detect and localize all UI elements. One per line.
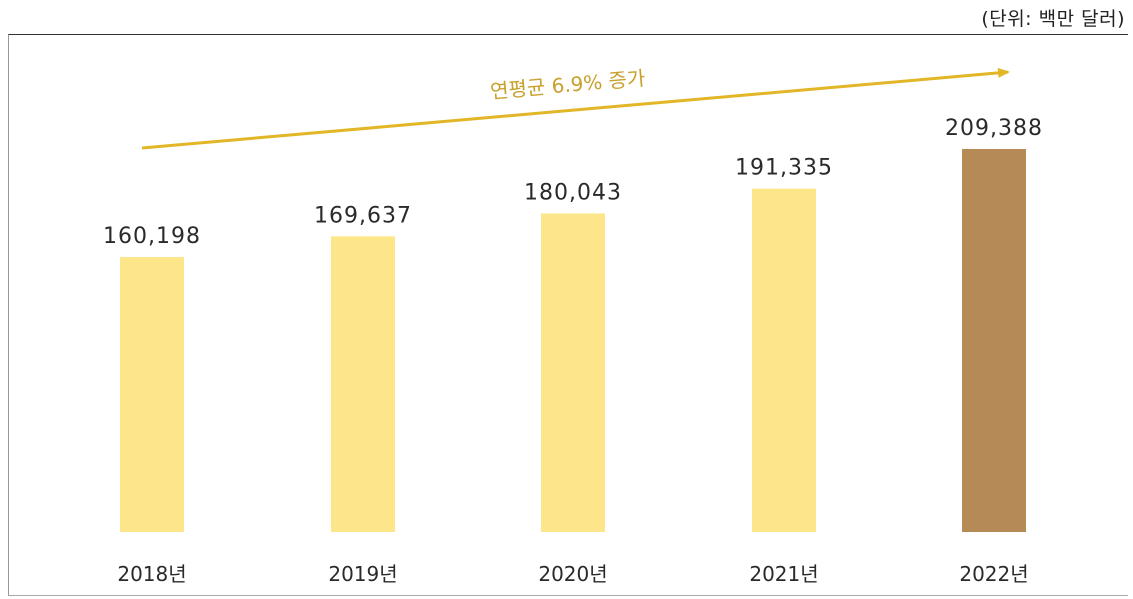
value-label-2: 180,043 (524, 180, 622, 205)
category-label-1: 2019년 (328, 562, 397, 586)
category-label-3: 2021년 (749, 562, 818, 586)
trend-label: 연평균 6.9% 증가 (489, 66, 646, 103)
value-label-3: 191,335 (735, 156, 833, 181)
value-label-1: 169,637 (314, 203, 412, 228)
chart-frame (8, 34, 1128, 596)
category-label-4: 2022년 (959, 562, 1028, 586)
value-label-0: 160,198 (103, 224, 201, 249)
bar-4 (962, 149, 1026, 532)
bar-1 (331, 236, 395, 532)
bars-group: 160,198 2018년 169,637 2019년 180,043 2020년 191,… (103, 116, 1043, 586)
bar-2 (541, 213, 605, 532)
bar-3 (752, 188, 816, 533)
category-label-2: 2020년 (538, 562, 607, 586)
category-label-0: 2018년 (117, 562, 186, 586)
unit-label: (단위: 백만 달러) (981, 8, 1125, 30)
value-label-4: 209,388 (945, 116, 1043, 141)
trend-arrow (141, 67, 1010, 150)
bar-0 (120, 257, 184, 532)
